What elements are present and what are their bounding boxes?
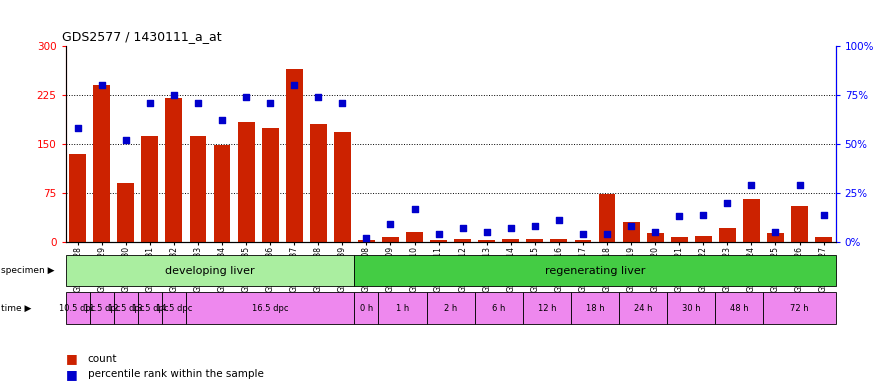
Point xyxy=(793,182,807,188)
Bar xyxy=(358,240,374,242)
Text: ■: ■ xyxy=(66,353,77,366)
Bar xyxy=(791,206,808,242)
Text: 1 h: 1 h xyxy=(396,304,410,313)
Bar xyxy=(575,240,592,242)
Text: ■: ■ xyxy=(66,368,77,381)
Point xyxy=(143,100,157,106)
Text: 30 h: 30 h xyxy=(682,304,701,313)
Text: 2 h: 2 h xyxy=(444,304,458,313)
Text: GDS2577 / 1430111_a_at: GDS2577 / 1430111_a_at xyxy=(62,30,221,43)
Point xyxy=(480,229,494,235)
Text: 18 h: 18 h xyxy=(585,304,605,313)
Point xyxy=(335,100,349,106)
Bar xyxy=(743,200,760,242)
Point xyxy=(408,205,422,212)
Bar xyxy=(454,239,471,242)
Bar xyxy=(310,124,326,242)
Point xyxy=(191,100,205,106)
Point xyxy=(624,223,638,229)
Text: 0 h: 0 h xyxy=(360,304,373,313)
Bar xyxy=(117,183,134,242)
Point xyxy=(816,212,830,218)
Point xyxy=(552,217,566,223)
Point xyxy=(720,200,734,206)
Text: 11.5 dpc: 11.5 dpc xyxy=(83,304,120,313)
Text: specimen ▶: specimen ▶ xyxy=(1,266,54,275)
Text: 10.5 dpc: 10.5 dpc xyxy=(60,304,96,313)
Text: 12.5 dpc: 12.5 dpc xyxy=(108,304,144,313)
Point xyxy=(94,82,108,88)
Bar xyxy=(671,237,688,242)
Bar xyxy=(767,233,784,242)
Bar xyxy=(142,136,158,242)
Point xyxy=(71,125,85,131)
Point xyxy=(167,92,181,98)
Bar xyxy=(502,239,519,242)
Point xyxy=(600,231,614,237)
Text: 48 h: 48 h xyxy=(730,304,749,313)
Bar xyxy=(69,154,86,242)
Bar xyxy=(262,127,278,242)
Point xyxy=(287,82,301,88)
Bar xyxy=(598,194,615,242)
Bar xyxy=(695,236,711,242)
Point xyxy=(504,225,518,231)
Point xyxy=(215,118,229,124)
Bar xyxy=(816,237,832,242)
Text: 12 h: 12 h xyxy=(537,304,556,313)
Text: developing liver: developing liver xyxy=(165,266,255,276)
Bar xyxy=(286,69,303,242)
Bar xyxy=(214,145,230,242)
Text: 14.5 dpc: 14.5 dpc xyxy=(156,304,192,313)
Text: percentile rank within the sample: percentile rank within the sample xyxy=(88,369,263,379)
Bar xyxy=(623,222,640,242)
Bar xyxy=(190,136,206,242)
Bar xyxy=(550,239,567,242)
Point xyxy=(528,223,542,229)
Bar xyxy=(479,240,495,242)
Bar xyxy=(165,98,182,242)
Point xyxy=(312,94,326,100)
Bar xyxy=(406,232,423,242)
Bar xyxy=(719,228,736,242)
Point xyxy=(672,214,686,220)
Text: regenerating liver: regenerating liver xyxy=(545,266,645,276)
Point xyxy=(576,231,590,237)
Bar xyxy=(334,132,351,242)
Bar xyxy=(647,233,663,242)
Bar xyxy=(430,240,447,242)
Point xyxy=(263,100,277,106)
Bar xyxy=(382,237,399,242)
Point xyxy=(431,231,445,237)
Point xyxy=(648,229,662,235)
Text: 6 h: 6 h xyxy=(492,304,506,313)
Text: 24 h: 24 h xyxy=(634,304,653,313)
Point xyxy=(696,212,710,218)
Point xyxy=(360,235,374,241)
Bar xyxy=(94,85,110,242)
Bar xyxy=(238,122,255,242)
Point xyxy=(456,225,470,231)
Bar xyxy=(527,239,543,242)
Text: 16.5 dpc: 16.5 dpc xyxy=(252,304,289,313)
Point xyxy=(119,137,133,143)
Text: count: count xyxy=(88,354,117,364)
Point xyxy=(239,94,253,100)
Point xyxy=(768,229,782,235)
Text: time ▶: time ▶ xyxy=(1,304,31,313)
Point xyxy=(745,182,759,188)
Text: 13.5 dpc: 13.5 dpc xyxy=(131,304,168,313)
Text: 72 h: 72 h xyxy=(790,304,808,313)
Point xyxy=(383,221,397,227)
